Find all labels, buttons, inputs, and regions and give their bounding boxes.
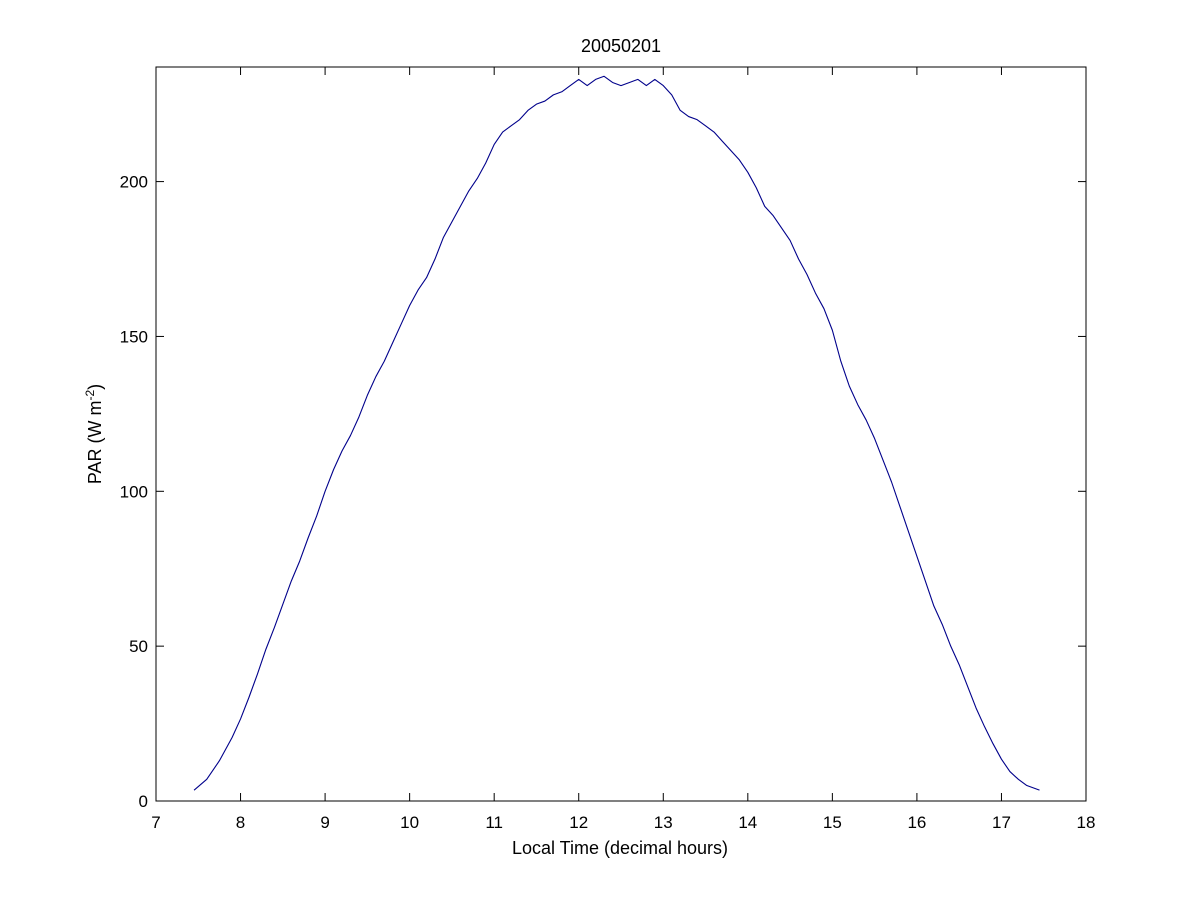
- x-tick-label: 14: [738, 813, 757, 832]
- x-tick-label: 8: [236, 813, 245, 832]
- x-tick-label: 12: [569, 813, 588, 832]
- x-tick-label: 7: [151, 813, 160, 832]
- x-tick-label: 11: [485, 813, 503, 832]
- x-tick-label: 18: [1077, 813, 1096, 832]
- plot-area-frame: [155, 66, 1087, 802]
- series-line-0: [193, 75, 1040, 791]
- series-group: [193, 75, 1040, 791]
- x-tick-label: 9: [320, 813, 329, 832]
- chart-title: 20050201: [581, 36, 661, 56]
- y-tick-label: 150: [120, 327, 148, 346]
- x-tick-label: 13: [654, 813, 673, 832]
- x-axis-tick-labels: 7 8 9 10 11 12 13 14 15 16 17 18: [151, 813, 1095, 832]
- y-tick-label: 200: [120, 173, 148, 192]
- x-tick-label: 17: [992, 813, 1011, 832]
- y-tick-label: 50: [129, 637, 148, 656]
- y-axis-title-superscript: -2: [83, 390, 97, 401]
- y-axis-tick-labels: 0 50 100 150 200: [120, 173, 148, 811]
- y-axis-ticks: [156, 181, 1086, 802]
- x-axis-ticks: [155, 67, 1087, 801]
- y-tick-label: 0: [139, 792, 148, 811]
- y-tick-label: 100: [120, 482, 148, 501]
- x-tick-label: 15: [823, 813, 842, 832]
- x-tick-label: 10: [400, 813, 419, 832]
- x-axis-title: Local Time (decimal hours): [512, 838, 728, 858]
- y-axis-title-end: ): [85, 384, 105, 390]
- y-axis-title-main: PAR (W m: [85, 401, 105, 485]
- x-tick-label: 16: [907, 813, 926, 832]
- y-axis-title: PAR (W m-2): [83, 384, 105, 484]
